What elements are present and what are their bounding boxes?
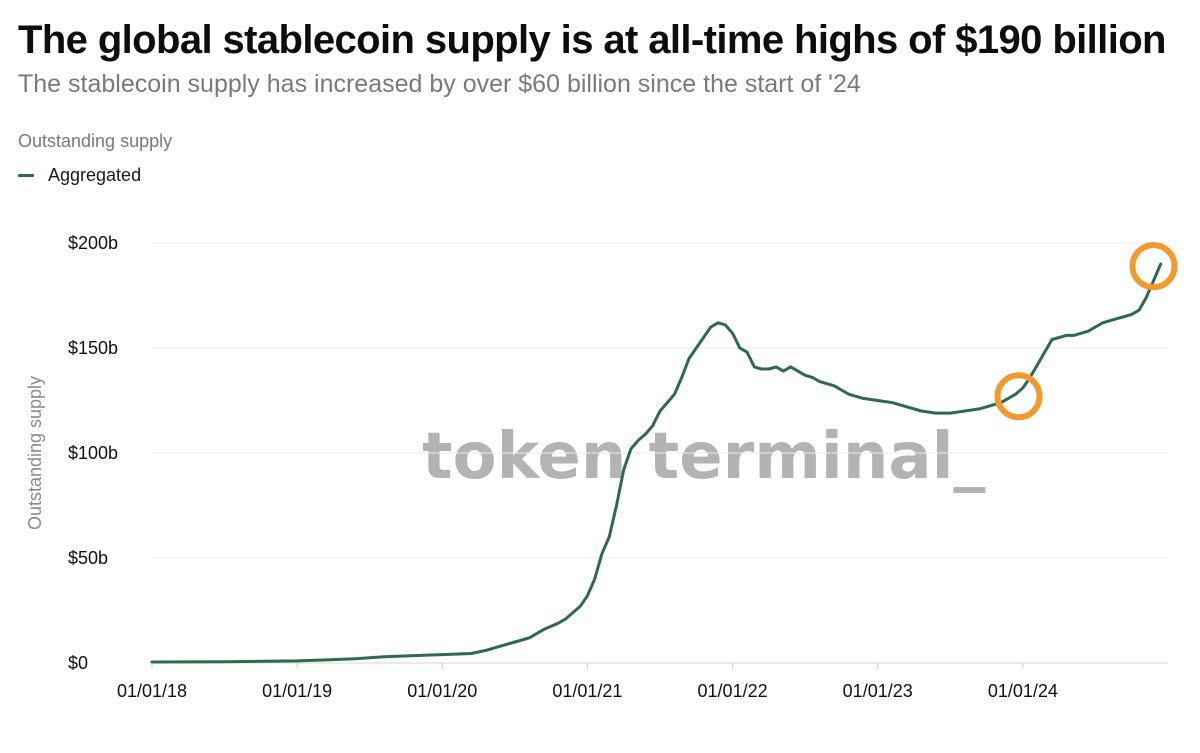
- x-tick-label: 01/01/18: [117, 681, 187, 701]
- highlight-circle: [994, 372, 1043, 421]
- x-tick-label: 01/01/21: [552, 681, 622, 701]
- y-tick-label: $0: [68, 653, 88, 673]
- highlight-circle: [1129, 242, 1178, 291]
- series-line-aggregated: [150, 262, 1163, 664]
- y-axis-title: Outstanding supply: [25, 376, 45, 530]
- y-tick-label: $150b: [68, 338, 118, 358]
- x-tick-label: 01/01/23: [843, 681, 913, 701]
- chart-subtitle: The stablecoin supply has increased by o…: [18, 70, 861, 98]
- y-tick-label: $200b: [68, 233, 118, 253]
- watermark-text: token terminal_: [422, 420, 986, 494]
- legend-item-aggregated[interactable]: Aggregated: [18, 164, 141, 186]
- legend-title: Outstanding supply: [18, 131, 173, 151]
- chart-title: The global stablecoin supply is at all-t…: [18, 18, 1166, 62]
- x-tick-label: 01/01/20: [407, 681, 477, 701]
- x-tick-label: 01/01/19: [262, 681, 332, 701]
- x-tick-label: 01/01/24: [988, 681, 1058, 701]
- legend-swatch: [18, 173, 34, 177]
- x-tick-label: 01/01/22: [698, 681, 768, 701]
- y-tick-label: $100b: [68, 443, 118, 463]
- y-tick-label: $50b: [68, 548, 108, 568]
- legend-label: Aggregated: [48, 164, 142, 185]
